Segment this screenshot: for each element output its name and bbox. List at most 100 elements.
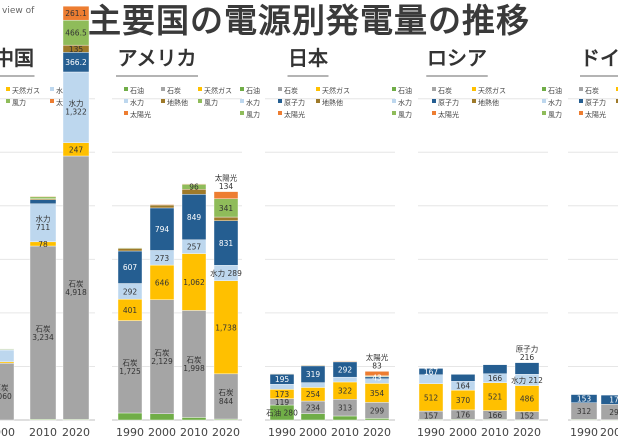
legend-swatch — [432, 111, 436, 115]
data-label: 401 — [123, 306, 138, 315]
bar-segment — [62, 5, 90, 21]
x-tick-label: 2000 — [449, 426, 477, 439]
data-label: 石炭 2,129 — [151, 348, 173, 366]
panel-title: ロシア — [427, 46, 487, 70]
data-label: 254 — [306, 390, 321, 399]
legend-label: 天然ガス — [322, 86, 350, 95]
legend-swatch — [542, 99, 546, 103]
legend-swatch — [161, 99, 165, 103]
data-label: 166 — [488, 374, 503, 383]
legend-swatch — [616, 99, 618, 103]
data-label: 322 — [338, 387, 353, 396]
data-label: 78 — [38, 240, 48, 249]
legend-label: 天然ガス — [478, 86, 506, 95]
legend-swatch — [579, 111, 583, 115]
legend-label: 石炭 — [167, 87, 181, 95]
bar-segment — [332, 360, 358, 362]
legend-swatch — [50, 87, 54, 91]
legend-swatch — [392, 111, 396, 115]
legend-label: 太陽光 — [284, 110, 305, 119]
bar-segment — [29, 196, 57, 198]
panel-title: 中国 — [0, 46, 34, 70]
data-label: 太陽光 134 — [215, 172, 238, 191]
bar-segment — [514, 385, 540, 412]
bar-segment — [149, 204, 175, 206]
data-label: 水力 212 — [511, 375, 543, 385]
data-label: 石炭 1,725 — [119, 358, 141, 376]
legend-label: 原子力 — [585, 98, 606, 107]
x-tick-label: 2000 — [299, 426, 327, 439]
x-tick-label: 2010 — [481, 426, 509, 439]
x-tick-label: 2020 — [363, 426, 391, 439]
x-tick-label: 2020 — [513, 426, 541, 439]
bar-segment — [181, 183, 207, 185]
bar-segment — [29, 203, 57, 243]
x-tick-label: 2010 — [331, 426, 359, 439]
data-label: 466.5 — [65, 29, 87, 38]
bar-segment — [149, 299, 175, 414]
bar-segment — [213, 373, 239, 420]
bar-segment — [364, 418, 390, 421]
data-label: 313 — [338, 404, 353, 413]
data-label: 152 — [520, 412, 535, 421]
bar-segment — [213, 216, 239, 221]
corner-tag: view of — [0, 6, 37, 16]
x-tick-label: 1990 — [116, 426, 144, 439]
bar-segment — [213, 191, 239, 199]
bar-segment — [514, 362, 540, 375]
data-label: 261.1 — [65, 9, 87, 18]
legend-swatch — [392, 99, 396, 103]
legend-swatch — [198, 87, 202, 91]
data-label: 292 — [338, 365, 353, 374]
bar-segment — [29, 245, 57, 420]
legend-label: 水力 — [398, 98, 412, 107]
data-label: 119 — [275, 398, 290, 407]
data-label: 299 — [370, 406, 385, 415]
legend-swatch — [198, 99, 202, 103]
x-tick-label: 2010 — [29, 426, 57, 439]
data-label: 195 — [275, 375, 290, 384]
data-label: 水力 711 — [36, 213, 51, 232]
legend-label: 石炭 — [585, 87, 599, 95]
data-label: 312 — [577, 407, 592, 416]
legend-swatch — [240, 87, 244, 91]
legend-label: 地熱他 — [478, 98, 499, 107]
legend-swatch — [124, 99, 128, 103]
bar-segment — [62, 19, 90, 46]
bar-segment — [0, 361, 15, 364]
page-title: 主要国の電源別発電量の推移 — [88, 1, 530, 40]
bar-segment — [149, 413, 175, 421]
legend-label: 太陽光 — [585, 110, 606, 119]
data-label: 157 — [424, 411, 439, 420]
x-tick-label: 2020 — [62, 426, 90, 439]
data-label: 247 — [69, 145, 84, 154]
bar-segment — [0, 348, 15, 350]
bar-segment — [62, 71, 90, 143]
data-label: 原子力 216 — [516, 343, 539, 362]
data-label: 石炭1,060 — [0, 383, 12, 401]
bar-segment — [482, 364, 508, 374]
legend-swatch — [278, 111, 282, 115]
legend-label: 水力 — [246, 98, 260, 107]
x-tick-label: 2000 — [148, 426, 176, 439]
bar-segment — [117, 320, 143, 414]
data-label: 石炭 844 — [219, 388, 234, 406]
data-label: 521 — [488, 393, 503, 402]
bar-segment — [269, 384, 295, 390]
panel-title: アメリカ — [118, 46, 197, 70]
legend-swatch — [432, 87, 436, 91]
data-label: 794 — [155, 225, 170, 234]
legend-label: 風力 — [12, 98, 26, 107]
x-tick-label: 2020 — [212, 426, 240, 439]
legend-swatch — [579, 87, 583, 91]
legend-label: 天然ガス — [12, 86, 40, 95]
data-label: 17 — [609, 396, 618, 405]
x-tick-label: 2000 — [600, 426, 618, 439]
legend-label: 風力 — [204, 98, 218, 107]
legend-swatch — [161, 87, 165, 91]
x-tick-label: 1990 — [417, 426, 445, 439]
legend-label: 石炭 — [284, 87, 298, 95]
legend-label: 地熱他 — [322, 98, 343, 107]
legend-swatch — [542, 87, 546, 91]
